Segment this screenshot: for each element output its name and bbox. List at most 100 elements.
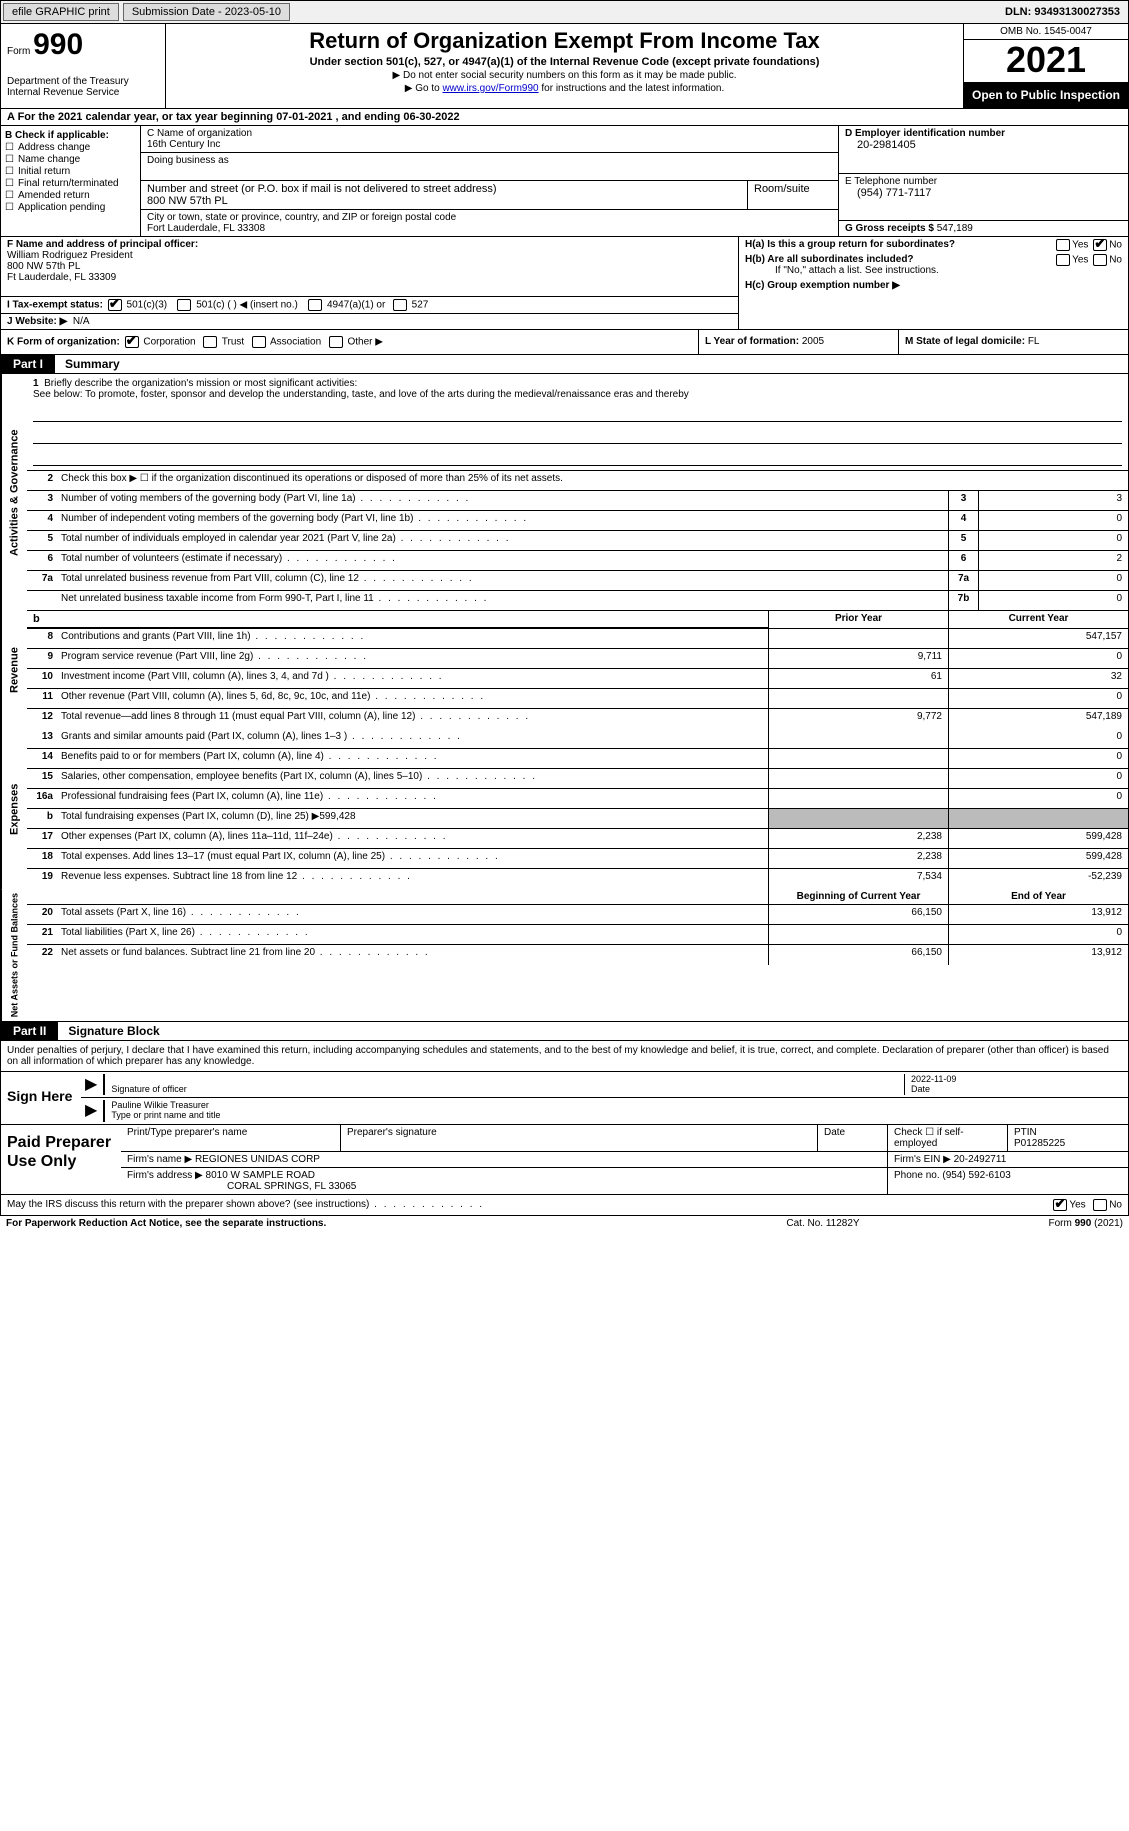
chk-initial-return[interactable]: Initial return — [18, 166, 70, 177]
table-row: 21Total liabilities (Part X, line 26)0 — [27, 925, 1128, 945]
col-b-checkboxes: B Check if applicable: ☐Address change ☐… — [1, 126, 141, 236]
table-row: 4Number of independent voting members of… — [27, 511, 1128, 531]
vlabel-net: Net Assets or Fund Balances — [1, 889, 27, 1021]
table-row: 14Benefits paid to or for members (Part … — [27, 749, 1128, 769]
officer-city: Ft Lauderdale, FL 33309 — [7, 272, 116, 283]
submission-date-button[interactable]: Submission Date - 2023-05-10 — [123, 3, 290, 21]
col-d-ein: D Employer identification number 20-2981… — [838, 126, 1128, 236]
table-row: 17Other expenses (Part IX, column (A), l… — [27, 829, 1128, 849]
phone-value: (954) 771-7117 — [845, 187, 1122, 199]
sign-date: 2022-11-09 — [911, 1074, 956, 1084]
website-value: N/A — [73, 316, 90, 327]
table-row: 13Grants and similar amounts paid (Part … — [27, 729, 1128, 749]
table-row: 20Total assets (Part X, line 16)66,15013… — [27, 905, 1128, 925]
chk-application-pending[interactable]: Application pending — [18, 202, 105, 213]
hb-note: If "No," attach a list. See instructions… — [745, 265, 1122, 276]
table-row: 6Total number of volunteers (estimate if… — [27, 551, 1128, 571]
officer-printed-name: Pauline Wilkie Treasurer — [111, 1100, 209, 1110]
hb-no[interactable] — [1093, 254, 1107, 266]
tax-year: 2021 — [964, 40, 1128, 82]
table-row: 8Contributions and grants (Part VIII, li… — [27, 629, 1128, 649]
c-label: C Name of organization — [147, 128, 832, 139]
row-a-tax-year: A For the 2021 calendar year, or tax yea… — [0, 109, 1129, 126]
state-domicile: FL — [1028, 336, 1040, 347]
table-row: 15Salaries, other compensation, employee… — [27, 769, 1128, 789]
officer-name: William Rodriguez President — [7, 250, 133, 261]
hdr-end-year: End of Year — [948, 889, 1128, 904]
ha-no[interactable] — [1093, 239, 1107, 251]
hdr-begin-year: Beginning of Current Year — [768, 889, 948, 904]
phone-label: E Telephone number — [845, 176, 1122, 187]
gross-receipts: 547,189 — [937, 223, 973, 234]
form-title: Return of Organization Exempt From Incom… — [172, 28, 957, 54]
city-state-zip: Fort Lauderdale, FL 33308 — [147, 223, 832, 234]
vlabel-governance: Activities & Governance — [1, 374, 27, 611]
form990-link[interactable]: www.irs.gov/Form990 — [442, 83, 538, 94]
firm-name: REGIONES UNIDAS CORP — [195, 1154, 320, 1165]
summary-revenue: Revenue b Prior Year Current Year 8Contr… — [0, 611, 1129, 729]
sign-here-label: Sign Here — [1, 1072, 81, 1124]
hdr-prior-year: Prior Year — [768, 611, 948, 628]
table-row: 9Program service revenue (Part VIII, lin… — [27, 649, 1128, 669]
summary-governance: Activities & Governance 1 Briefly descri… — [0, 374, 1129, 611]
ssn-note: ▶ Do not enter social security numbers o… — [172, 70, 957, 81]
table-row: 10Investment income (Part VIII, column (… — [27, 669, 1128, 689]
section-fijh: F Name and address of principal officer:… — [0, 237, 1129, 330]
mission-text: See below: To promote, foster, sponsor a… — [33, 389, 1122, 400]
top-bar: efile GRAPHIC print Submission Date - 20… — [0, 0, 1129, 24]
firm-addr1: 8010 W SAMPLE ROAD — [206, 1170, 315, 1181]
open-inspection: Open to Public Inspection — [964, 82, 1128, 108]
ein-value: 20-2981405 — [845, 139, 1122, 151]
fundraising-total: 599,428 — [319, 811, 355, 822]
chk-amended[interactable]: Amended return — [18, 190, 90, 201]
ha-yes[interactable] — [1056, 239, 1070, 251]
chk-assoc[interactable] — [252, 336, 266, 348]
room-suite-label: Room/suite — [748, 181, 838, 209]
hdr-current-year: Current Year — [948, 611, 1128, 628]
efile-print-button[interactable]: efile GRAPHIC print — [3, 3, 119, 21]
vlabel-revenue: Revenue — [1, 611, 27, 729]
summary-expenses: Expenses 13Grants and similar amounts pa… — [0, 729, 1129, 889]
discuss-no[interactable] — [1093, 1199, 1107, 1211]
chk-other[interactable] — [329, 336, 343, 348]
chk-trust[interactable] — [203, 336, 217, 348]
signature-intro: Under penalties of perjury, I declare th… — [0, 1041, 1129, 1072]
table-row: 3Number of voting members of the governi… — [27, 491, 1128, 511]
table-row: 11Other revenue (Part VIII, column (A), … — [27, 689, 1128, 709]
omb-number: OMB No. 1545-0047 — [964, 24, 1128, 40]
chk-address-change[interactable]: Address change — [18, 142, 90, 153]
year-formation: 2005 — [802, 336, 824, 347]
form-subtitle: Under section 501(c), 527, or 4947(a)(1)… — [172, 56, 957, 68]
form-label: Form — [7, 46, 30, 57]
chk-name-change[interactable]: Name change — [18, 154, 80, 165]
chk-501c[interactable] — [177, 299, 191, 311]
dba-label: Doing business as — [147, 155, 832, 166]
summary-net-assets: Net Assets or Fund Balances Beginning of… — [0, 889, 1129, 1022]
vlabel-expenses: Expenses — [1, 729, 27, 889]
irs-discuss-question: May the IRS discuss this return with the… — [0, 1195, 1129, 1216]
irs-label: Internal Revenue Service — [7, 87, 159, 98]
firm-addr2: CORAL SPRINGS, FL 33065 — [127, 1181, 356, 1192]
firm-phone: (954) 592-6103 — [942, 1170, 1010, 1181]
chk-final-return[interactable]: Final return/terminated — [18, 178, 119, 189]
table-row: 5Total number of individuals employed in… — [27, 531, 1128, 551]
chk-501c3[interactable] — [108, 299, 122, 311]
city-label: City or town, state or province, country… — [147, 212, 832, 223]
line2-desc: Check this box ▶ ☐ if the organization d… — [57, 471, 1128, 490]
col-h-group: H(a) Is this a group return for subordin… — [738, 237, 1128, 329]
street-address: 800 NW 57th PL — [147, 195, 741, 207]
table-row: 7aTotal unrelated business revenue from … — [27, 571, 1128, 591]
dept-treasury: Department of the Treasury — [7, 76, 159, 87]
hb-yes[interactable] — [1056, 254, 1070, 266]
chk-corp[interactable] — [125, 336, 139, 348]
chk-527[interactable] — [393, 299, 407, 311]
addr-label: Number and street (or P.O. box if mail i… — [147, 183, 741, 195]
discuss-yes[interactable] — [1053, 1199, 1067, 1211]
table-row: 12Total revenue—add lines 8 through 11 (… — [27, 709, 1128, 729]
sign-here-block: Sign Here ▶ Signature of officer 2022-11… — [0, 1072, 1129, 1125]
table-row: 16aProfessional fundraising fees (Part I… — [27, 789, 1128, 809]
form-number: 990 — [33, 28, 83, 61]
chk-4947[interactable] — [308, 299, 322, 311]
firm-ein: 20-2492711 — [954, 1154, 1007, 1165]
table-row: 18Total expenses. Add lines 13–17 (must … — [27, 849, 1128, 869]
